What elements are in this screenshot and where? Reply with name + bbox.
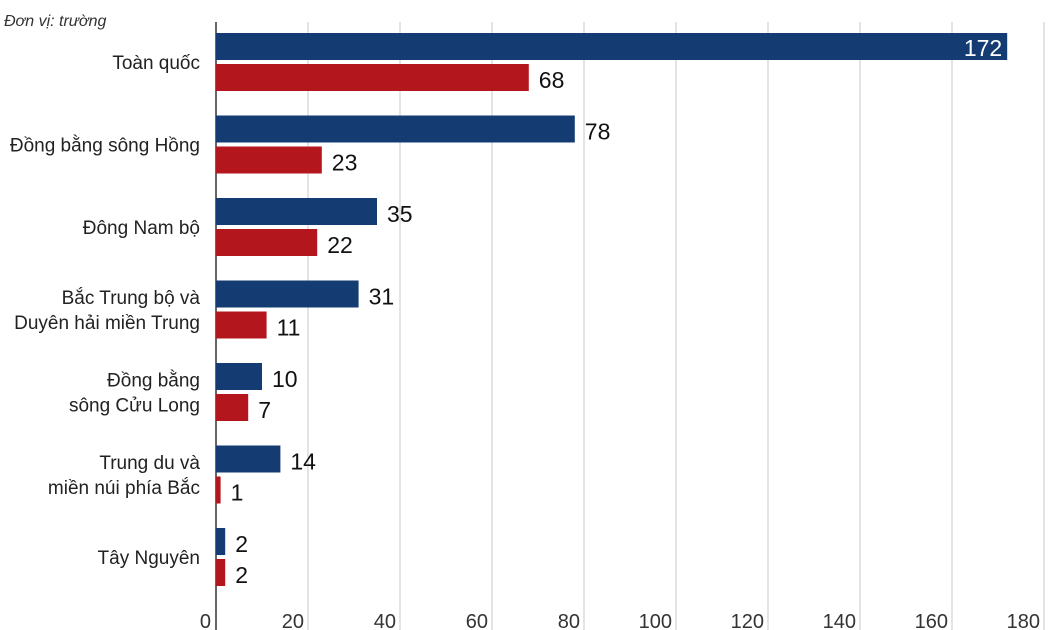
x-tick-label: 180 [1007,611,1040,630]
category-label: Trung du và [99,453,200,474]
category-label: miền núi phía Bắc [48,477,200,499]
bar [216,33,1008,60]
bar [216,559,226,586]
bar [216,311,267,339]
bar [216,445,281,473]
bar [216,64,529,91]
data-label: 11 [277,315,301,341]
data-label: 22 [327,232,353,258]
category-label: Toàn quốc [112,53,200,74]
bar [216,115,575,143]
bar [216,528,226,555]
x-tick-label: 20 [282,611,304,630]
data-label: 2 [235,562,248,588]
x-tick-label: 80 [558,611,580,630]
bar [216,394,249,421]
x-tick-label: 120 [731,611,764,630]
category-label: Tây Nguyên [98,548,200,569]
category-label: Duyên hải miền Trung [14,313,200,334]
bar [216,363,262,390]
data-label: 2 [235,531,248,557]
data-label: 35 [387,201,413,227]
x-tick-label: 100 [639,611,672,630]
data-label: 31 [369,284,395,310]
category-label: Đồng bằng [107,370,200,392]
category-label: Đồng bằng sông Hồng [10,135,200,157]
x-tick-label: 0 [200,611,211,630]
data-label: 10 [272,366,298,392]
x-tick-label: 160 [915,611,948,630]
data-label: 7 [258,397,271,423]
category-label: sông Cửu Long [69,396,200,417]
data-label: 172 [964,35,1002,61]
bar [216,146,322,174]
bar [216,280,359,308]
unit-label: Đơn vị: trường [4,13,107,30]
x-tick-label: 140 [823,611,856,630]
x-tick-label: 60 [466,611,488,630]
data-label: 78 [585,119,611,145]
category-label: Đông Nam bộ [83,218,200,239]
bar [216,476,221,504]
data-label: 14 [290,449,316,475]
category-label: Bắc Trung bộ và [62,287,201,309]
data-label: 1 [231,480,244,506]
bar [216,198,377,225]
bar [216,229,318,256]
data-label: 68 [539,67,565,93]
data-label: 23 [332,150,358,176]
x-tick-label: 40 [374,611,396,630]
